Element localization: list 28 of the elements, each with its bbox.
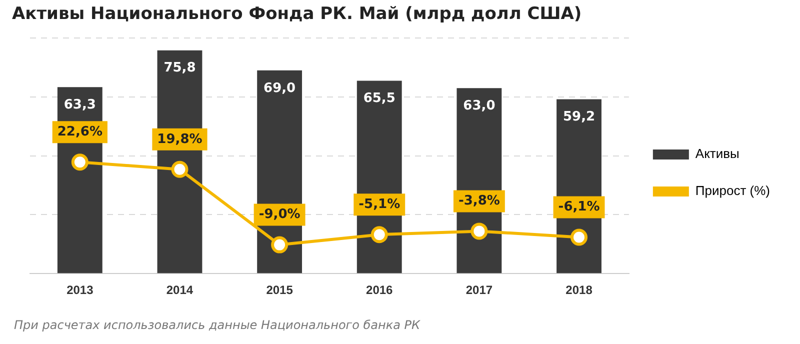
legend-label: Прирост (%) [695,183,770,198]
data-label: -9,0% [258,207,300,222]
data-label: 63,0 [463,98,496,114]
point [71,154,88,171]
text: При расчетах использовались данные Национального банка РК [14,318,420,332]
point [171,160,188,178]
data-label: 59,2 [562,110,596,125]
x-tick-label: 2014 [166,283,194,298]
chart-title: Активы Национального Фонда РК. Май (млрд долл США) [12,4,582,24]
x-tick-label: 2017 [466,283,493,298]
data-label: -3,8% [458,194,500,209]
x-tick-label: 2013 [66,283,94,298]
data-label: -6,1% [558,200,600,215]
data-label: 19,8% [157,132,202,147]
point [570,228,588,246]
point [271,236,288,254]
data-label: 63,3 [64,98,96,113]
data-label: 65,5 [363,91,396,106]
data-label: -5,1% [358,196,400,212]
data-label: 75,8 [164,60,196,76]
point [370,226,388,244]
legend-label: Активы [695,146,740,162]
data-label: 22,6% [57,124,102,140]
point [470,222,488,240]
x-tick-label: 2018 [566,283,593,298]
data-label: 69,0 [264,80,296,96]
x-tick-label: 2015 [266,283,294,298]
x-tick-label: 2016 [366,283,394,298]
